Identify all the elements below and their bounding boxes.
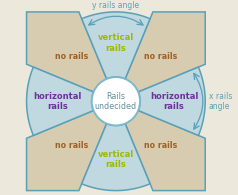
Text: x rails
angle: x rails angle	[209, 91, 232, 111]
Polygon shape	[82, 124, 150, 191]
Polygon shape	[125, 12, 205, 92]
Text: no rails: no rails	[144, 52, 177, 61]
Polygon shape	[125, 111, 205, 191]
Text: vertical
rails: vertical rails	[98, 150, 134, 169]
Polygon shape	[27, 111, 107, 191]
Text: no rails: no rails	[55, 52, 88, 61]
Text: no rails: no rails	[144, 142, 177, 151]
Polygon shape	[27, 67, 94, 136]
Text: Rails
undecided: Rails undecided	[95, 91, 137, 111]
Polygon shape	[138, 67, 205, 136]
Polygon shape	[27, 12, 107, 92]
Text: y rails angle: y rails angle	[92, 1, 139, 10]
Text: no rails: no rails	[55, 142, 88, 151]
Text: horizontal
rails: horizontal rails	[34, 91, 82, 111]
Text: vertical
rails: vertical rails	[98, 34, 134, 53]
Text: horizontal
rails: horizontal rails	[150, 91, 198, 111]
Polygon shape	[82, 12, 150, 79]
Circle shape	[92, 77, 140, 125]
